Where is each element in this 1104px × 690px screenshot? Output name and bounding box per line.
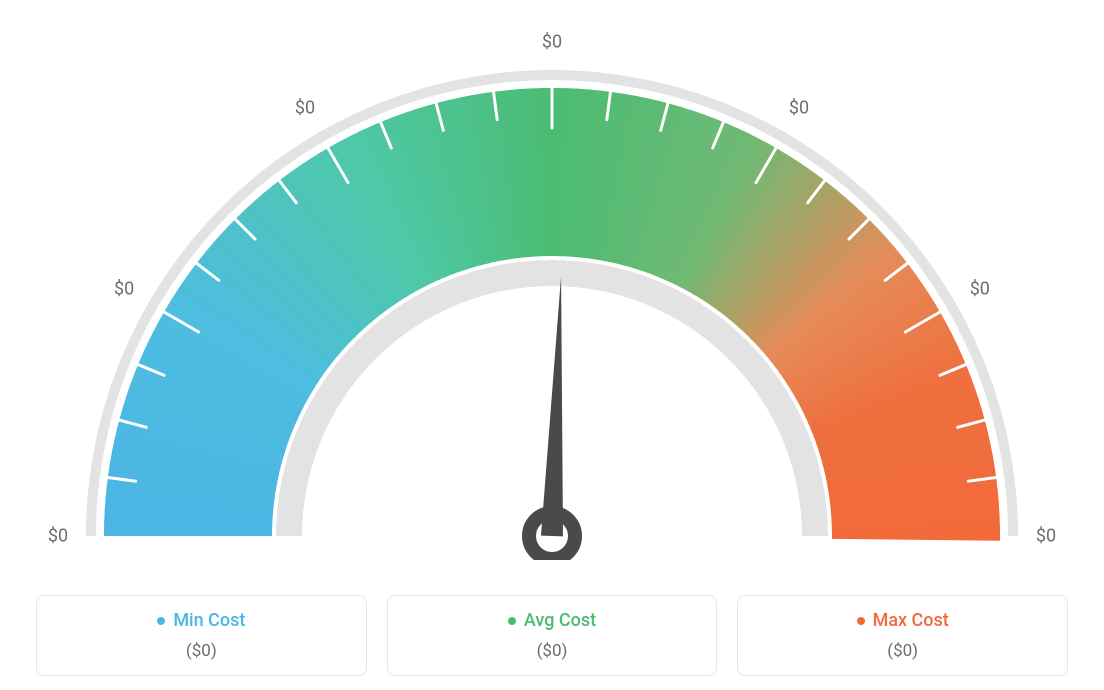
gauge-tick-label: $0 — [295, 98, 315, 119]
legend-value-min: ($0) — [47, 641, 356, 661]
gauge-tick-label: $0 — [1036, 526, 1056, 547]
legend-dot-max — [857, 617, 865, 625]
legend-row: Min Cost ($0) Avg Cost ($0) Max Cost ($0… — [36, 595, 1068, 677]
legend-card-avg: Avg Cost ($0) — [387, 595, 718, 677]
gauge-chart: $0 $0 $0 $0 $0 $0 $0 — [0, 0, 1104, 560]
legend-card-min: Min Cost ($0) — [36, 595, 367, 677]
legend-title-avg: Avg Cost — [508, 610, 596, 631]
legend-label-avg: Avg Cost — [524, 610, 596, 631]
gauge-tick-label: $0 — [48, 526, 68, 547]
legend-title-min: Min Cost — [157, 610, 245, 631]
gauge-tick-label: $0 — [970, 279, 990, 300]
gauge-svg — [0, 0, 1104, 560]
legend-label-min: Min Cost — [173, 610, 245, 631]
gauge-tick-label: $0 — [114, 279, 134, 300]
gauge-tick-label: $0 — [542, 32, 562, 53]
gauge-tick-label: $0 — [789, 98, 809, 119]
legend-dot-min — [157, 617, 165, 625]
legend-dot-avg — [508, 617, 516, 625]
legend-title-max: Max Cost — [857, 610, 949, 631]
legend-label-max: Max Cost — [873, 610, 949, 631]
legend-card-max: Max Cost ($0) — [737, 595, 1068, 677]
legend-value-avg: ($0) — [398, 641, 707, 661]
legend-value-max: ($0) — [748, 641, 1057, 661]
